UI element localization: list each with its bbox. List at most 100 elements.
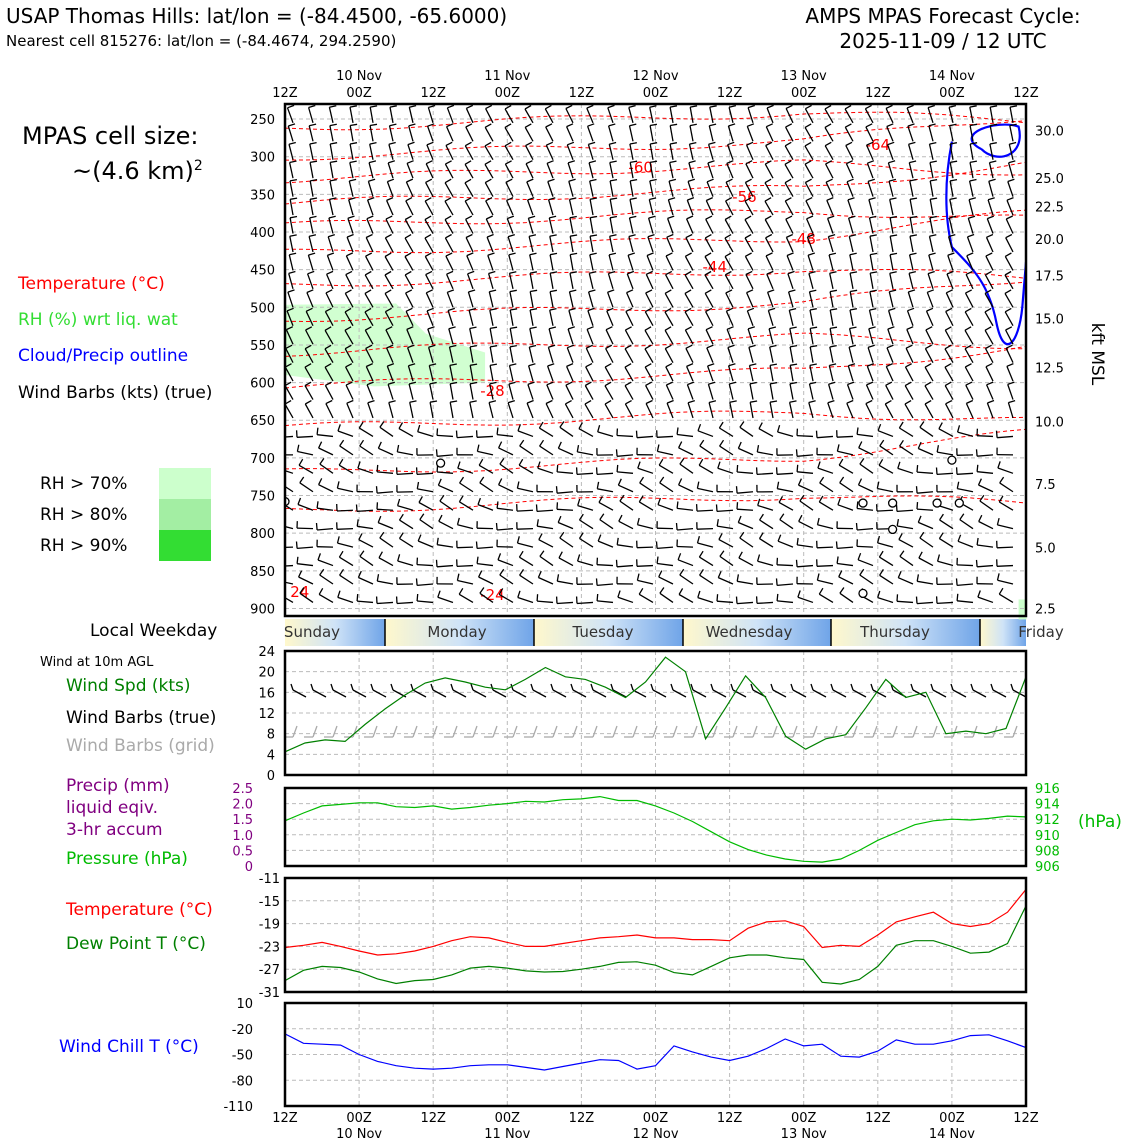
wind-barb-flag: [650, 142, 658, 145]
wind-barb-grid: [352, 725, 358, 738]
wind-barb-flag: [366, 363, 373, 368]
wind-barb-flag: [757, 498, 761, 506]
wind-barb-staff: [997, 524, 1014, 530]
wind-barb-flag: [450, 400, 458, 403]
wind-barb-flag: [930, 178, 938, 182]
wind-barb-flag: [339, 439, 345, 447]
wind-barb-staff: [678, 484, 694, 493]
wind-barb-staff: [444, 237, 454, 253]
wind-barb-staff: [885, 108, 894, 124]
wind-barb-staff: [837, 450, 854, 456]
wind-barb-flag: [469, 326, 477, 330]
wind-barb-staff: [816, 564, 834, 567]
wind-barb-flag: [405, 197, 413, 202]
wind-barb-flag: [777, 534, 782, 542]
wind-barb-flag: [910, 215, 918, 219]
wind-barb-flag: [604, 381, 612, 387]
wind-barb-staff: [944, 385, 954, 400]
wind-barb-staff: [565, 384, 574, 400]
wind-barb-staff: [826, 218, 834, 234]
wind-barb-staff: [947, 255, 954, 271]
wind-barb-grid: [512, 725, 518, 738]
wind-barb-flag: [547, 363, 555, 367]
wind-barb-staff: [824, 145, 834, 161]
time-height-panel: 2503003504004505005506006507007508008509…: [250, 69, 1107, 620]
temperature-contour-label: -44: [703, 258, 728, 276]
wind-barb-staff: [547, 181, 554, 197]
wind-barb-staff: [725, 200, 734, 216]
wind-barb-staff: [808, 402, 814, 419]
wind-barb-staff: [965, 384, 974, 400]
wind-barb-staff: [586, 329, 594, 345]
wind-barb-flag: [277, 574, 279, 581]
wind-barb-staff: [504, 145, 514, 161]
wind-barb-staff: [829, 273, 834, 289]
wind-barb-staff: [348, 180, 354, 197]
windchill-panel-label: Wind Chill T (°C): [59, 1037, 199, 1057]
wind-barb-flag: [658, 570, 663, 578]
wind-barb-flag: [304, 344, 312, 350]
wind-barb-staff: [429, 383, 434, 400]
wind-barb-true-flag: [370, 683, 374, 691]
top-time-tick: 00Z: [643, 86, 669, 101]
wind-barb-flag: [529, 326, 537, 330]
wind-barb-flag: [1008, 160, 1016, 164]
wind-barb-flag: [724, 270, 732, 276]
wind-barb-flag: [606, 307, 614, 312]
wind-barb-staff: [605, 348, 614, 363]
wind-barb-flag: [906, 104, 914, 109]
wind-barb-staff: [879, 445, 894, 456]
wind-barb-flag: [764, 178, 772, 184]
wind-barb-flag: [424, 197, 432, 202]
wind-barb-flag: [318, 478, 323, 485]
wind-barb-staff: [924, 403, 934, 419]
wind-barb-flag: [289, 178, 298, 182]
wind-barb-staff: [505, 182, 514, 197]
wind-barb-flag: [739, 421, 745, 428]
wind-barb-flag: [708, 400, 717, 404]
wind-barb-staff: [909, 180, 914, 197]
wind-barb-flag: [888, 178, 897, 182]
wind-barb-staff: [936, 472, 954, 476]
cell-size-exponent: 2: [193, 158, 203, 174]
wind-barb-staff: [497, 559, 514, 567]
temperature-contour-label: -64: [866, 136, 891, 154]
wind-barb-staff: [509, 291, 514, 308]
wind-barb-staff: [828, 254, 834, 271]
wind-barb-flag: [509, 344, 517, 348]
wind-barb-true-flag: [450, 683, 454, 691]
wind-barb-flag: [679, 568, 685, 576]
wind-barb-staff: [304, 348, 314, 363]
wind-barb-staff: [607, 273, 614, 290]
wind-barb-flag: [717, 570, 722, 578]
wind-barb-staff: [297, 450, 314, 456]
wind-barb-staff: [949, 143, 954, 160]
wind-barb-staff: [304, 366, 314, 382]
wind-barb-flag: [666, 381, 673, 386]
wind-barb-flag: [448, 326, 456, 330]
wind-barb-staff: [868, 309, 874, 326]
weekday-label: Sunday: [284, 623, 340, 641]
wind-barb-staff: [506, 200, 514, 216]
wind-barb-flag: [376, 464, 379, 472]
wind-barb-flag: [709, 123, 717, 127]
wind-barb-staff: [609, 180, 614, 197]
wind-barb-staff: [889, 236, 894, 253]
wind-barb-flag: [330, 142, 338, 145]
wind-barb-flag: [670, 123, 678, 127]
wind-barb-staff: [964, 292, 974, 308]
wind-barb-true-flag: [490, 683, 494, 691]
wind-barb-flag: [629, 142, 637, 145]
wind-barb-flag: [986, 381, 994, 386]
wind-barb-flag: [1006, 196, 1014, 201]
wind-barb-staff: [918, 447, 934, 456]
wind-barb-flag: [298, 570, 303, 578]
wind-barb-flag: [389, 123, 397, 127]
wind-barb-staff: [809, 346, 814, 363]
wind-barb-grid: [692, 725, 698, 738]
wind-barb-staff: [469, 328, 474, 345]
wind-barb-flag: [589, 252, 597, 256]
wind-barb-staff: [985, 366, 994, 382]
pressure-tick-label: 300: [250, 151, 275, 166]
temp-ytick: -19: [259, 918, 280, 933]
